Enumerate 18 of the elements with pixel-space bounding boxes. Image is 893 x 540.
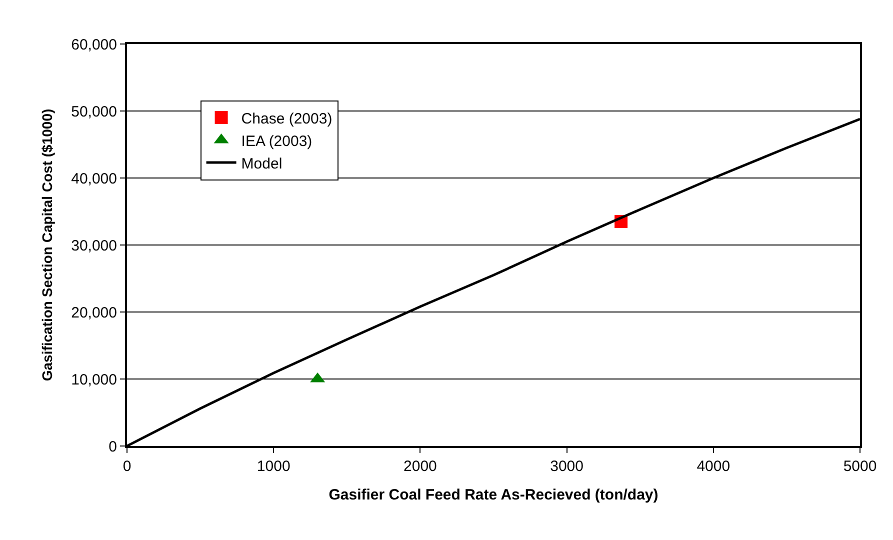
x-tick-label: 4000	[696, 458, 730, 475]
legend-label: Chase (2003)	[241, 110, 332, 128]
y-tick-label: 50,000	[71, 103, 117, 120]
y-tick-label: 40,000	[71, 170, 117, 188]
x-axis-title: Gasifier Coal Feed Rate As-Recieved (ton/day)	[328, 486, 658, 504]
y-tick-label: 20,000	[71, 304, 117, 322]
legend-label: Model	[241, 155, 282, 172]
x-tick-label: 3000	[550, 458, 584, 475]
y-tick-label: 60,000	[71, 36, 117, 54]
x-tick-label: 5000	[843, 458, 877, 475]
legend-label: IEA (2003)	[241, 132, 312, 150]
x-tick-label: 2000	[404, 458, 437, 475]
x-tick-label: 1000	[256, 458, 290, 475]
y-tick-label: 10,000	[71, 371, 117, 388]
y-tick-label: 30,000	[71, 237, 117, 254]
y-tick-label: 0	[108, 438, 117, 456]
x-tick-label: 0	[122, 458, 132, 475]
y-axis-title: Gasification Section Capital Cost ($1000)	[39, 108, 56, 382]
